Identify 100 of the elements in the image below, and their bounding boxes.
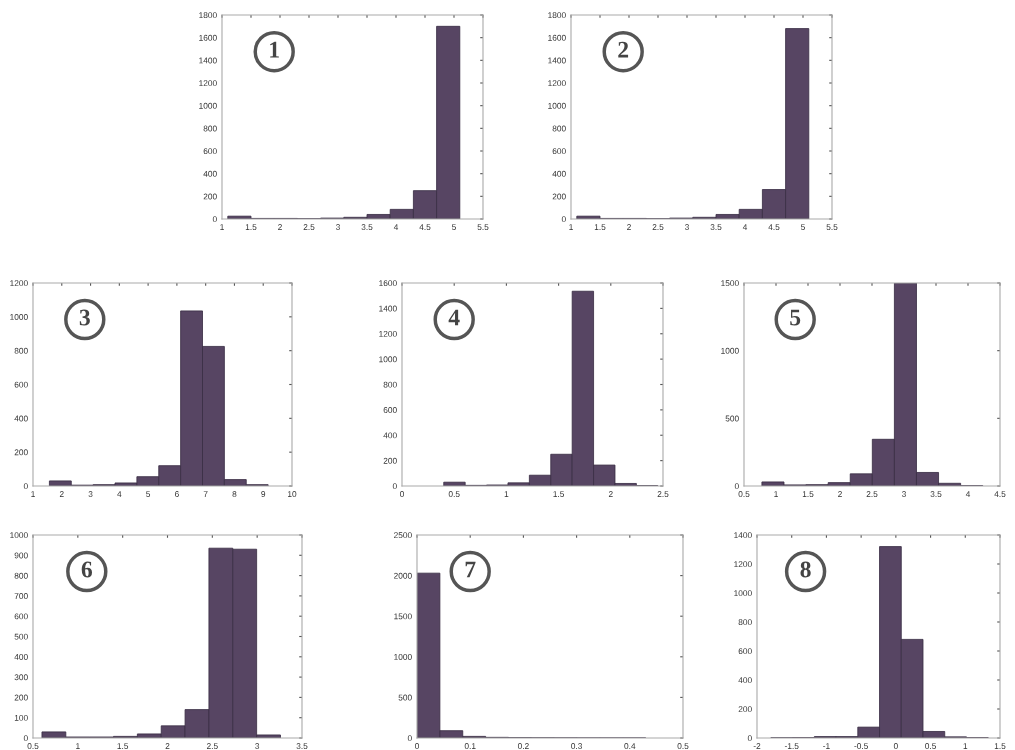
x-tick-label: 1	[774, 491, 778, 497]
y-tick-label: 300	[14, 674, 28, 681]
y-tick-label: 1400	[379, 305, 397, 312]
y-tick-label: 400	[738, 677, 752, 684]
y-tick-label: 1500	[394, 613, 412, 620]
x-tick-label: 0.2	[517, 743, 529, 749]
x-tick-label: 0.4	[624, 743, 636, 749]
x-tick-label: 1	[76, 743, 80, 749]
y-tick-label: 0	[747, 735, 752, 742]
y-tick-label: 500	[725, 415, 739, 422]
x-tick-label: 2.5	[652, 224, 664, 230]
x-tick-label: 0.5	[677, 743, 689, 749]
y-tick-label: 0	[23, 735, 28, 742]
x-tick-label: 1	[220, 224, 224, 230]
y-tick-label: 200	[14, 694, 28, 701]
x-tick-label: 2	[627, 224, 631, 230]
y-tick-label: 1000	[548, 102, 566, 109]
annotation: 7	[465, 561, 476, 578]
x-tick-label: 1	[31, 491, 35, 497]
y-tick-label: 1200	[734, 561, 752, 568]
y-tick-label: 1800	[548, 12, 566, 19]
y-tick-label: 200	[552, 193, 566, 200]
y-tick-label: 1400	[548, 57, 566, 64]
y-tick-label: 1600	[199, 34, 217, 41]
y-tick-label: 0	[407, 735, 412, 742]
annotation: 3	[79, 309, 90, 326]
y-tick-label: 800	[14, 572, 28, 579]
y-tick-label: 600	[14, 613, 28, 620]
y-tick-label: 400	[14, 415, 28, 422]
x-tick-label: 5.5	[477, 224, 489, 230]
y-tick-label: 1000	[10, 314, 28, 320]
x-tick-label: 4	[742, 224, 748, 230]
y-tick-label: 800	[552, 125, 566, 132]
y-tick-label: 600	[14, 381, 28, 388]
y-tick-label: 800	[14, 347, 28, 354]
y-tick-label: 600	[383, 407, 397, 413]
x-tick-label: 4	[965, 491, 971, 497]
x-tick-label: 0	[415, 743, 419, 749]
y-tick-label: 400	[203, 170, 217, 177]
annotation: 4	[448, 309, 460, 326]
x-tick-label: 1.5	[553, 491, 565, 497]
x-tick-label: 6	[175, 491, 179, 497]
x-tick-label: -1.5	[784, 743, 799, 749]
x-tick-label: 0	[893, 743, 898, 749]
y-tick-label: 1000	[394, 654, 412, 660]
y-tick-label: 1000	[721, 347, 739, 354]
x-tick-label: 3	[685, 224, 689, 230]
x-tick-label: -2	[753, 743, 761, 749]
y-tick-label: 500	[14, 633, 28, 640]
y-tick-label: 2500	[394, 532, 412, 539]
y-tick-label: 1200	[379, 330, 397, 337]
x-tick-label: 1.5	[117, 743, 129, 749]
x-tick-label: 0.5	[448, 491, 460, 497]
x-tick-label: 4.5	[419, 224, 431, 230]
x-tick-label: 1.5	[994, 743, 1006, 749]
y-tick-label: 200	[14, 449, 28, 456]
y-tick-label: 600	[203, 148, 217, 155]
x-tick-label: 1.5	[802, 491, 814, 497]
y-tick-label: 1000	[734, 590, 752, 597]
x-tick-label: 1	[569, 224, 573, 230]
x-tick-label: 1.5	[245, 224, 257, 230]
x-tick-label: 3.5	[361, 224, 373, 230]
x-tick-label: 2	[59, 491, 64, 497]
x-tick-label: 10	[288, 491, 297, 497]
y-tick-label: 800	[203, 125, 217, 132]
y-tick-label: 900	[14, 552, 28, 559]
y-tick-label: 1000	[199, 102, 217, 109]
x-tick-label: 4	[117, 491, 122, 497]
y-tick-label: 400	[14, 654, 28, 660]
x-tick-label: 3	[88, 491, 93, 497]
y-tick-label: 1500	[721, 280, 739, 287]
annotation: 5	[790, 309, 801, 326]
y-tick-label: 400	[383, 432, 397, 439]
x-tick-label: 5.5	[826, 224, 838, 230]
annotation: 8	[800, 561, 811, 578]
y-tick-label: 1200	[548, 80, 566, 87]
x-tick-label: 0.5	[738, 491, 750, 497]
x-tick-label: 5	[452, 224, 456, 230]
x-tick-label: 3.5	[296, 743, 308, 749]
x-tick-label: 5	[801, 224, 805, 230]
y-tick-label: 200	[738, 706, 752, 713]
y-tick-label: 1600	[379, 280, 397, 287]
y-tick-label: 0	[392, 483, 397, 490]
x-tick-label: 3	[336, 224, 340, 230]
x-tick-label: 2	[278, 224, 282, 230]
x-tick-label: 0.5	[925, 743, 937, 749]
y-tick-label: 1400	[734, 532, 752, 539]
x-tick-label: 9	[261, 491, 266, 497]
x-tick-label: 3.5	[930, 491, 942, 497]
y-tick-label: 2000	[394, 572, 412, 579]
y-tick-label: 800	[738, 619, 752, 626]
x-tick-label: 4.5	[768, 224, 780, 230]
y-tick-label: 1000	[10, 532, 28, 539]
y-tick-label: 0	[561, 216, 566, 223]
x-tick-label: -0.5	[854, 743, 868, 749]
y-tick-label: 600	[552, 148, 566, 155]
y-tick-label: 700	[14, 593, 28, 599]
x-tick-label: 2.5	[206, 743, 218, 749]
y-tick-label: 100	[14, 714, 28, 721]
y-tick-label: 0	[23, 483, 28, 490]
